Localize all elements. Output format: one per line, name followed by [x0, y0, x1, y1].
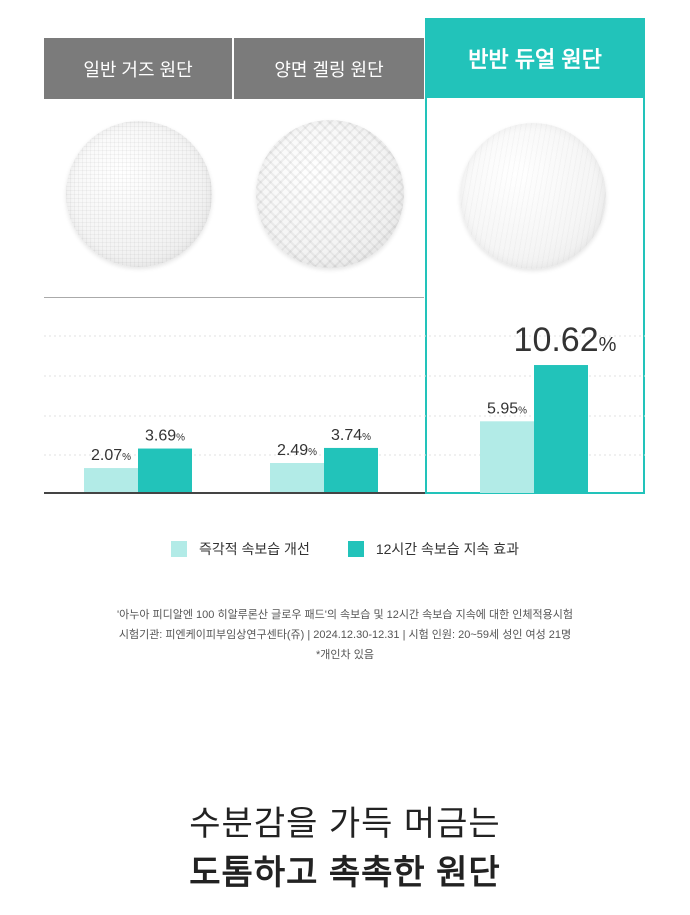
section-divider	[44, 297, 424, 298]
gauze-pad-image	[66, 121, 212, 267]
dual-pad-image	[460, 123, 606, 269]
headline-line-2: 도톰하고 촉촉한 원단	[189, 854, 501, 892]
header-dual: 반반 듀얼 원단	[425, 18, 645, 98]
test-description-note: '아누아 피디알엔 100 히알루론산 글로우 패드'의 속보습 및 12시간 …	[116, 609, 574, 621]
bar-12h-1	[324, 447, 378, 493]
legend-label-immediate: 즉각적 속보습 개선	[199, 541, 310, 557]
header-gauze: 일반 거즈 원단	[44, 38, 232, 99]
legend-swatch-teal	[347, 541, 364, 557]
legend-item-immediate: 즉각적 속보습 개선	[171, 539, 310, 559]
bar-chart: 2.07% 3.69% 2.49% 3.74% 5.95% 10.62%	[44, 321, 645, 494]
legend-swatch-light	[171, 541, 187, 557]
embossed-pad-image	[256, 120, 404, 268]
data-label-12h-1: 3.74%	[331, 427, 371, 444]
legend-item-12h: 12시간 속보습 지속 효과	[347, 539, 519, 559]
data-label-immediate-2: 5.95%	[487, 400, 527, 417]
bar-12h-2	[534, 365, 588, 493]
bar-12h-0	[138, 448, 192, 493]
legend-label-12h: 12시간 속보습 지속 효과	[375, 541, 519, 557]
data-label-12h-2: 10.62%	[514, 321, 617, 359]
data-label-immediate-1: 2.49%	[277, 442, 317, 459]
header-gelling: 양면 겔링 원단	[234, 38, 424, 99]
bar-immediate-1	[270, 462, 324, 493]
bar-immediate-2	[480, 421, 534, 493]
bar-immediate-0	[84, 468, 138, 493]
test-institution-note: 시험기관: 피엔케이피부임상연구센타(쥬) | 2024.12.30-12.31…	[118, 629, 572, 641]
headline-line-1: 수분감을 가득 머금는	[189, 805, 501, 843]
individual-difference-note: *개인차 있음	[316, 649, 374, 661]
data-label-12h-0: 3.69%	[145, 428, 185, 445]
data-label-immediate-0: 2.07%	[91, 447, 131, 464]
chart-legend: 즉각적 속보습 개선 12시간 속보습 지속 효과	[0, 539, 690, 559]
